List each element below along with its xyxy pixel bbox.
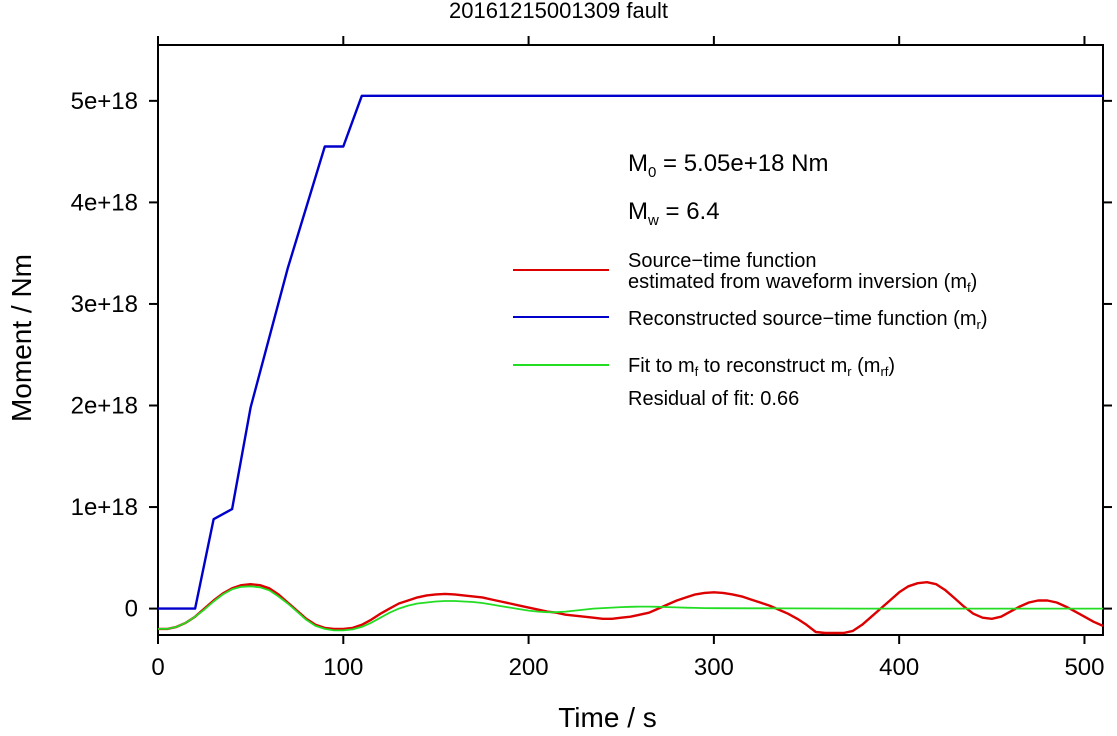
y-tick-label: 4e+18 <box>71 189 138 216</box>
y-tick-label: 0 <box>125 596 138 623</box>
x-tick-label: 500 <box>1064 654 1104 681</box>
plot-frame <box>158 45 1103 635</box>
y-tick-label: 1e+18 <box>71 494 138 521</box>
legend-swatch-fit <box>513 364 609 366</box>
x-tick-label: 200 <box>509 654 549 681</box>
legend-label-source-time-function-line2: estimated from waveform inversion (mf) <box>628 272 977 298</box>
y-tick-label: 3e+18 <box>71 291 138 318</box>
legend-label-source-time-function-line1: Source−time function <box>628 251 816 271</box>
y-tick-label: 5e+18 <box>71 88 138 115</box>
seismic-moment-annotation: M0 = 5.05e+18 Nm <box>628 150 828 181</box>
x-tick-label: 100 <box>323 654 363 681</box>
x-tick-label: 400 <box>879 654 919 681</box>
legend-swatch-reconstructed <box>513 316 609 318</box>
x-tick-label: 300 <box>694 654 734 681</box>
legend-label-reconstructed: Reconstructed source−time function (mr) <box>628 309 988 335</box>
chart-container: 0 100 200 300 400 500 0 1e+18 2e+18 3e+18 4e+18 5e+… <box>0 0 1117 736</box>
series-line-fit <box>158 586 1103 630</box>
chart-svg: 0 100 200 300 400 500 0 1e+18 2e+18 3e+18 4e+18 5e+… <box>0 0 1117 736</box>
legend-swatch-source-time-function <box>513 269 609 271</box>
x-axis-label: Time / s <box>0 702 1117 734</box>
x-tick-label: 0 <box>151 654 164 681</box>
residual-of-fit-annotation: Residual of fit: 0.66 <box>628 389 799 409</box>
y-axis-label: Moment / Nm <box>6 188 38 488</box>
moment-magnitude-annotation: Mw = 6.4 <box>628 198 720 229</box>
chart-title: 20161215001309 fault <box>0 0 1117 24</box>
legend-label-fit: Fit to mf to reconstruct mr (mrf) <box>628 356 895 382</box>
y-tick-label: 2e+18 <box>71 392 138 419</box>
